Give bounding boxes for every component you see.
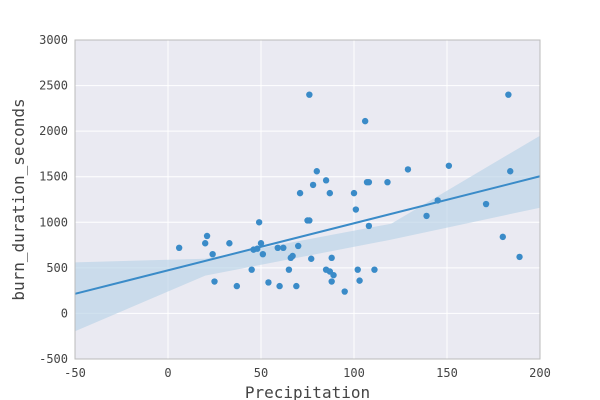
data-point (257, 240, 265, 247)
data-point (203, 232, 211, 240)
data-point (293, 282, 300, 290)
data-point (306, 91, 313, 98)
data-point (371, 266, 378, 273)
data-point (285, 266, 293, 273)
data-point (255, 219, 263, 226)
x-axis-label: Precipitation (245, 383, 370, 400)
data-point (423, 212, 430, 220)
data-points (175, 91, 523, 295)
data-point (211, 278, 218, 285)
y-tick-label: 0 (61, 306, 68, 320)
data-point (309, 181, 317, 189)
y-tick-label: 1000 (39, 215, 68, 229)
data-point (326, 189, 334, 197)
data-point (259, 250, 267, 258)
y-tick-label: 500 (46, 261, 68, 275)
data-point (356, 277, 363, 284)
data-point (248, 266, 255, 273)
data-point (328, 254, 335, 262)
data-point (341, 288, 348, 295)
data-point (276, 282, 283, 290)
data-point (499, 233, 506, 241)
data-point (365, 178, 373, 186)
data-point (505, 91, 512, 98)
data-point (280, 244, 287, 252)
data-point (352, 206, 360, 213)
data-point (289, 252, 296, 260)
data-point (209, 250, 216, 258)
y-tick-label: -500 (39, 352, 68, 366)
data-point (328, 278, 335, 285)
x-tick-label: 200 (529, 366, 551, 380)
data-point (274, 244, 281, 252)
x-tick-label: 0 (164, 366, 171, 380)
x-tick-label: 150 (436, 366, 458, 380)
x-tick-labels: -50 0 50 100 150 200 (64, 366, 551, 380)
data-point (233, 282, 241, 290)
y-tick-label: 2000 (39, 124, 68, 138)
x-tick-label: -50 (64, 366, 86, 380)
x-tick-label: 100 (343, 366, 365, 380)
data-point (445, 162, 453, 169)
data-point (354, 266, 361, 273)
data-point (322, 177, 330, 184)
y-axis-label: burn_duration_seconds (9, 98, 28, 300)
data-point (306, 217, 313, 224)
data-point (330, 271, 337, 279)
data-point (361, 117, 369, 125)
y-tick-label: 2500 (39, 79, 68, 93)
data-point (202, 240, 209, 247)
data-point (365, 222, 373, 230)
data-point (175, 244, 183, 252)
data-point (507, 168, 514, 175)
regression-line (74, 175, 541, 295)
plot-border (74, 39, 541, 360)
data-point (313, 168, 320, 175)
data-point (516, 253, 523, 261)
y-tick-label: 3000 (39, 33, 68, 47)
data-point (265, 279, 272, 286)
data-point (384, 178, 391, 186)
data-point (482, 200, 490, 208)
data-point (296, 189, 304, 197)
data-point (308, 255, 315, 262)
y-tick-labels: -500 0 500 1000 1500 2000 2500 3000 (39, 33, 68, 366)
data-point (295, 242, 302, 250)
data-point (350, 189, 358, 197)
data-point (226, 240, 233, 247)
data-point (404, 166, 412, 173)
x-tick-label: 50 (254, 366, 268, 380)
y-tick-label: 1500 (39, 170, 68, 184)
